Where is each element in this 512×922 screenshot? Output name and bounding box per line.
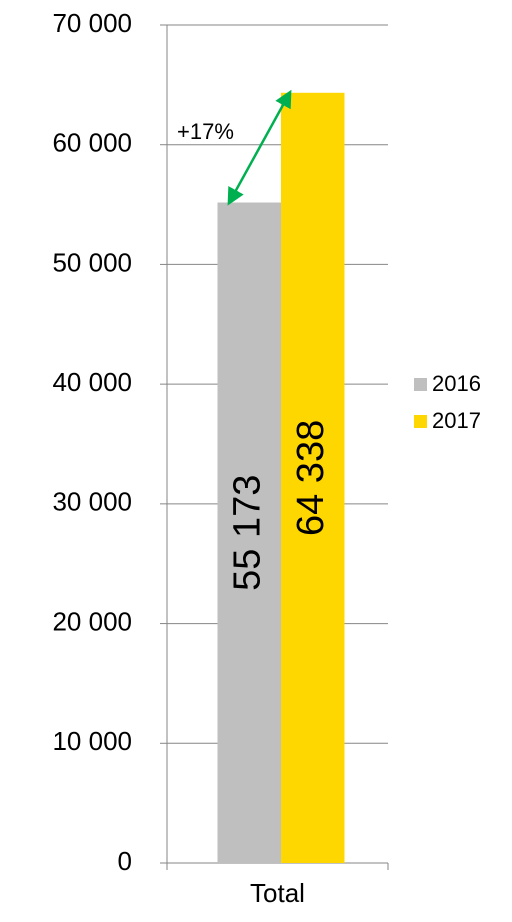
- value-label: 55 173: [226, 475, 268, 591]
- x-tick-label: Total: [250, 878, 305, 908]
- y-tick-label: 0: [118, 846, 132, 876]
- bar: [217, 202, 281, 863]
- y-tick-label: 10 000: [52, 726, 132, 756]
- value-label: 64 338: [290, 420, 332, 536]
- y-tick-label: 20 000: [52, 606, 132, 636]
- y-tick-label: 40 000: [52, 367, 132, 397]
- bar: [281, 92, 345, 863]
- legend-label: 2016: [432, 371, 481, 396]
- y-tick-label: 50 000: [52, 247, 132, 277]
- y-tick-label: 60 000: [52, 128, 132, 158]
- annotation: +17%: [177, 119, 234, 144]
- legend-label: 2017: [432, 408, 481, 433]
- legend-swatch: [414, 378, 427, 391]
- change-arrow: [227, 89, 292, 206]
- y-tick-label: 70 000: [52, 8, 132, 38]
- legend-swatch: [414, 415, 427, 428]
- y-tick-label: 30 000: [52, 487, 132, 517]
